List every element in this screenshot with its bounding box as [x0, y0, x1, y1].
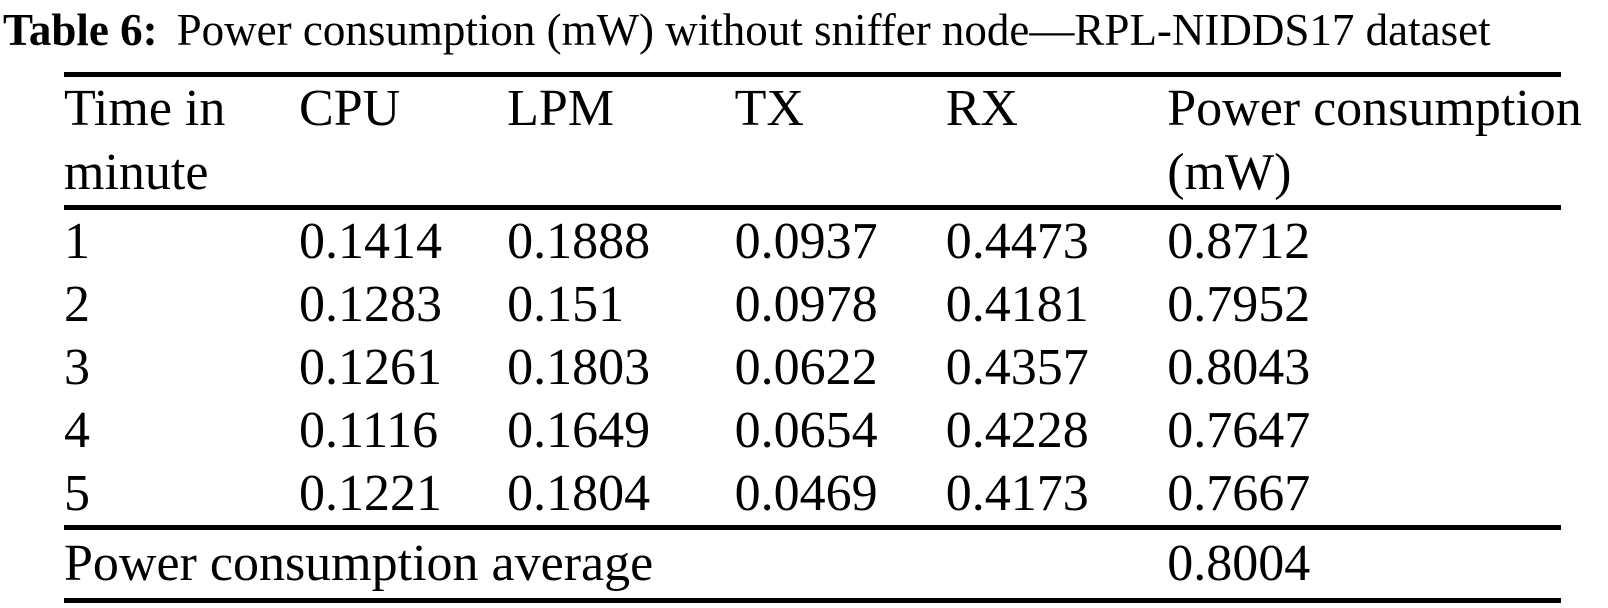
- table-row: 1 0.1414 0.1888 0.0937 0.4473 0.8712: [64, 208, 1561, 274]
- cell-rx: 0.4228: [945, 402, 1089, 459]
- cell-tx: 0.0469: [734, 462, 946, 530]
- header-line: Power consumption: [1167, 80, 1582, 137]
- table-row: 4 0.1116 0.1649 0.0654 0.4228 0.7647: [64, 399, 1561, 462]
- cell-power: 0.7647: [1167, 402, 1311, 459]
- cell-rx: 0.4181: [945, 276, 1089, 333]
- cell-time: 4: [64, 402, 90, 459]
- column-header-power-consumption: Power consumption (mW): [1167, 74, 1582, 210]
- header-line: CPU: [299, 80, 401, 137]
- table-row: 3 0.1261 0.1803 0.0622 0.4357 0.8043: [64, 336, 1561, 399]
- cell-cpu: 0.1116: [299, 402, 439, 459]
- table-body: 1 0.1414 0.1888 0.0937 0.4473 0.8712 2 0.1283 0.…: [64, 208, 1561, 530]
- column-header-lpm: LPM: [507, 74, 735, 210]
- cell-time: 1: [64, 213, 90, 270]
- cell-lpm: 0.1649: [507, 402, 651, 459]
- column-header-rx: RX: [945, 74, 1168, 210]
- cell-power: 0.8043: [1167, 339, 1311, 396]
- header-line: Time in: [64, 80, 226, 137]
- column-header-cpu: CPU: [299, 74, 508, 210]
- cell-rx: 0.4173: [945, 462, 1168, 530]
- header-line: RX: [945, 80, 1018, 137]
- cell-power: 0.7952: [1167, 276, 1311, 333]
- cell-time: 3: [64, 339, 90, 396]
- header-line: TX: [734, 80, 804, 137]
- cell-tx: 0.0937: [734, 213, 878, 270]
- cell-cpu: 0.1283: [299, 276, 443, 333]
- cell-cpu: 0.1261: [299, 339, 443, 396]
- power-consumption-table: Time in minute CPU LPM TX RX Power consu…: [64, 72, 1582, 603]
- column-header-time-in-minute: Time in minute: [64, 74, 300, 210]
- cell-lpm: 0.1804: [507, 462, 735, 530]
- table-footer-row: Power consumption average 0.8004: [64, 527, 1561, 603]
- column-header-tx: TX: [734, 74, 946, 210]
- header-line: (mW): [1167, 144, 1292, 201]
- table-row: 5 0.1221 0.1804 0.0469 0.4173 0.7667: [64, 462, 1561, 530]
- cell-cpu: 0.1221: [299, 462, 508, 530]
- cell-lpm: 0.1888: [507, 213, 651, 270]
- cell-tx: 0.0622: [734, 339, 878, 396]
- table-header: Time in minute CPU LPM TX RX Power consu…: [64, 74, 1582, 210]
- header-line: minute: [64, 144, 209, 201]
- cell-time: 5: [64, 462, 300, 530]
- table-caption-number: Table 6:: [3, 5, 158, 55]
- cell-tx: 0.0654: [734, 402, 878, 459]
- cell-rx: 0.4473: [945, 213, 1089, 270]
- table-caption: Table 6: Power consumption (mW) without s…: [3, 1, 1608, 59]
- cell-time: 2: [64, 276, 90, 333]
- table-footer: Power consumption average 0.8004: [64, 527, 1561, 603]
- footer-label-cell: Power consumption average: [64, 527, 1168, 603]
- cell-cpu: 0.1414: [299, 213, 443, 270]
- cell-rx: 0.4357: [945, 339, 1089, 396]
- cell-tx: 0.0978: [734, 276, 878, 333]
- header-line: LPM: [507, 80, 615, 137]
- table-header-row: Time in minute CPU LPM TX RX Power consu…: [64, 74, 1582, 210]
- table-row: 2 0.1283 0.151 0.0978 0.4181 0.7952: [64, 273, 1561, 336]
- cell-lpm: 0.1803: [507, 339, 651, 396]
- cell-power: 0.8712: [1167, 213, 1311, 270]
- cell-lpm: 0.151: [507, 276, 625, 333]
- table-caption-text: Power consumption (mW) without sniffer n…: [176, 5, 1491, 55]
- cell-power: 0.7667: [1167, 462, 1561, 530]
- footer-average-value-cell: 0.8004: [1167, 527, 1561, 603]
